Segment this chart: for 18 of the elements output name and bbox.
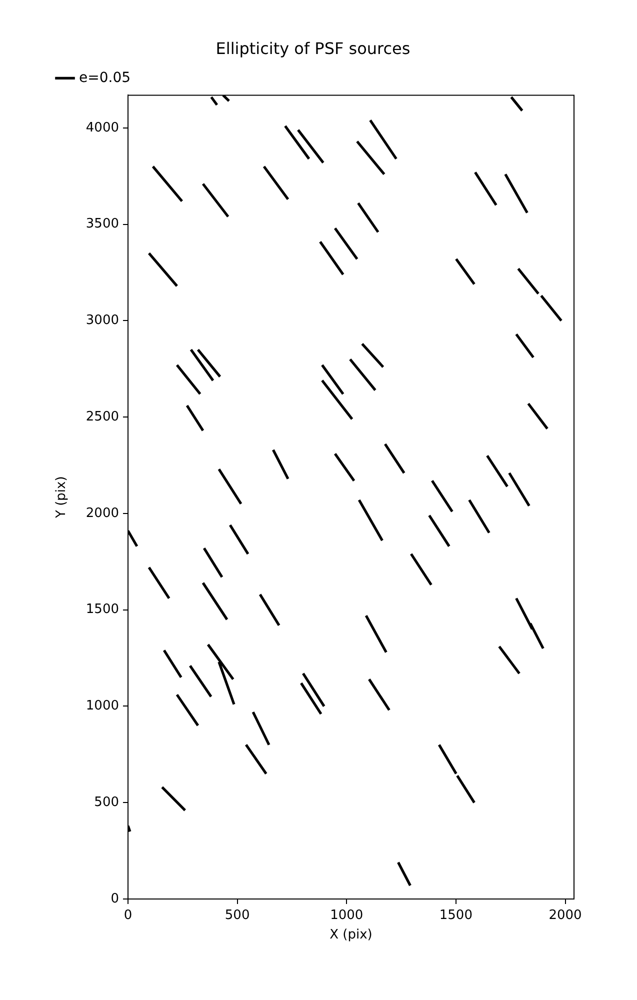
y-tick-label: 0 — [110, 891, 119, 906]
x-tick-label: 500 — [224, 908, 250, 924]
y-tick-label: 1000 — [86, 698, 119, 714]
chart-title: Ellipticity of PSF sources — [216, 38, 410, 58]
x-axis-title: X (pix) — [330, 928, 372, 943]
legend-label: e=0.05 — [79, 70, 131, 86]
y-tick-label: 4000 — [86, 120, 119, 136]
y-tick-label: 500 — [94, 794, 119, 810]
y-tick-label: 2000 — [86, 506, 119, 521]
x-tick-label: 1500 — [439, 908, 472, 924]
x-tick-label: 0 — [124, 908, 132, 924]
x-tick-label: 2000 — [548, 908, 582, 924]
y-tick-label: 3500 — [86, 216, 119, 232]
x-tick-label: 1000 — [330, 908, 364, 924]
y-tick-label: 3000 — [86, 313, 119, 328]
y-tick-label: 2500 — [86, 409, 119, 424]
y-tick-label: 1500 — [86, 602, 119, 618]
y-axis-title: Y (pix) — [54, 476, 70, 519]
